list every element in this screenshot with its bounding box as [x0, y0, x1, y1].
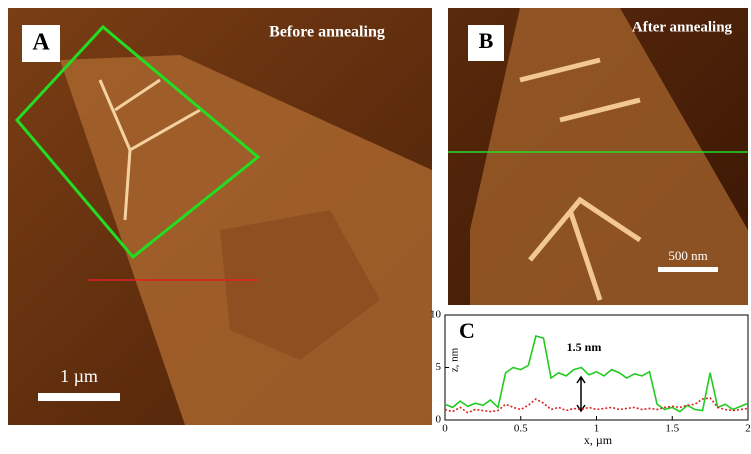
x-tick-label: 1.5 [665, 423, 679, 435]
y-tick-label: 0 [436, 414, 442, 426]
page: AFM figure {"figure": {"panel_a": {"labe… [0, 0, 751, 454]
x-tick-label: 0.5 [514, 423, 528, 435]
scale-label: 500 nm [668, 248, 707, 263]
scale-bar [38, 393, 120, 401]
x-tick-label: 2 [745, 423, 751, 435]
y-axis-label: z, nm [449, 347, 461, 372]
plot-frame [445, 315, 748, 420]
x-tick-label: 1 [594, 423, 600, 435]
panel-label: C [459, 318, 475, 343]
y-tick-label: 10 [430, 309, 442, 321]
scale-bar [658, 267, 718, 272]
caption: After annealing [632, 19, 733, 35]
panel-label: A [32, 30, 50, 56]
panel-c: C 1.5 nm x, µm z, nm 0 5 10 0 0.5 1 1.5 2 [430, 309, 751, 447]
scale-label: 1 µm [60, 366, 98, 386]
annotation: 1.5 nm [567, 340, 602, 354]
x-tick-label: 0 [442, 423, 448, 435]
y-tick-label: 5 [436, 361, 442, 373]
panel-label: B [479, 28, 494, 53]
panel-a: A Before annealing 1 µm [8, 8, 432, 425]
caption: Before annealing [269, 24, 385, 41]
x-axis-label: x, µm [584, 433, 613, 447]
panel-b: B After annealing 500 nm [448, 8, 748, 305]
figure: A Before annealing 1 µm B After annealin… [0, 0, 751, 449]
body: A Before annealing 1 µm B After annealin… [0, 0, 751, 454]
